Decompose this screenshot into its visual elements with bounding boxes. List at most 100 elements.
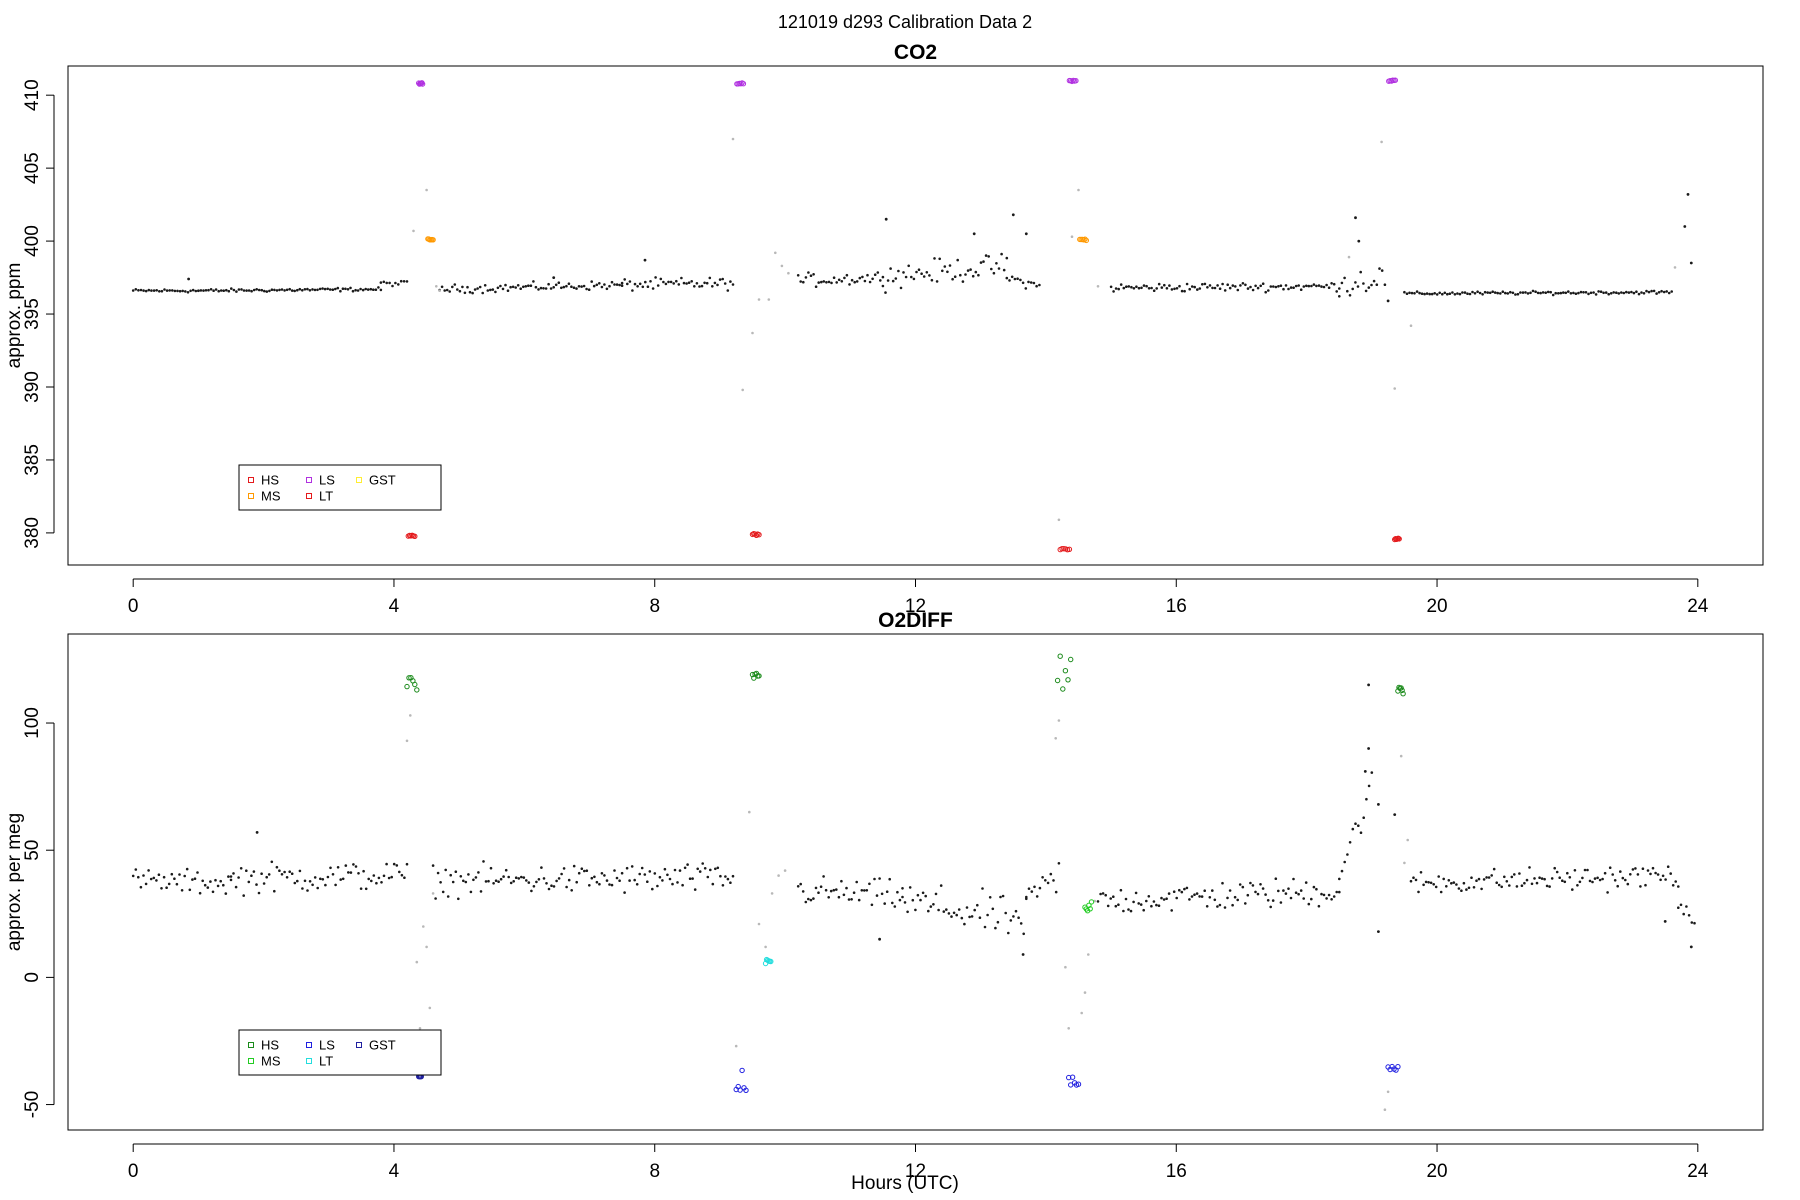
co2-data-point [1655,292,1658,295]
o2diff-data-point [613,869,616,872]
o2diff-data-point [321,878,325,881]
co2-data-point [1170,288,1174,291]
o2diff-data-point [618,879,621,882]
o2diff-data-point [562,867,566,870]
co2-data-point [351,289,355,293]
o2diff-legend-label-lt: LT [319,1054,333,1069]
o2diff-data-point [1591,880,1594,884]
o2diff-data-point [1576,884,1579,887]
co2-data-point [1546,290,1550,294]
o2diff-data-point [267,873,271,876]
co2-data-point [600,285,604,289]
co2-data-point [214,288,218,291]
co2-transition-point [780,264,784,268]
o2diff-data-point [911,898,915,902]
co2-data-point [356,289,360,292]
co2-data-point [1035,284,1038,288]
co2-transition-point [731,137,735,141]
co2-transition-point [741,388,744,392]
o2diff-data-point [583,869,586,873]
co2-data-point [1602,291,1605,295]
o2diff-data-point [1520,884,1524,887]
o2diff-legend-marker-hs [248,1042,254,1048]
o2diff-outlier-point [1367,683,1370,687]
o2diff-calibration-hs-point [1062,668,1069,674]
co2-data-point [659,277,663,281]
co2-data-point [1526,292,1530,295]
co2-data-point [346,288,350,291]
co2-data-point [1019,278,1022,282]
o2diff-data-point [1134,891,1138,895]
co2-data-point [1403,290,1406,294]
co2-data-point [471,291,474,295]
co2-data-point [628,280,632,283]
o2diff-data-point [891,901,894,905]
co2-data-point [610,280,614,284]
o2diff-data-point [532,885,536,888]
o2diff-data-point [390,875,394,879]
o2diff-legend-label-ms: MS [261,1054,281,1069]
o2diff-transition-point [1080,1011,1083,1015]
co2-data-point [1112,290,1115,293]
co2-x-tick-label: 4 [389,596,400,617]
o2diff-data-point [671,882,674,886]
o2diff-data-point [837,895,841,899]
co2-data-point [598,282,601,285]
co2-data-point [382,280,386,284]
o2diff-data-point [1422,883,1425,887]
co2-data-point [486,289,490,292]
co2-data-point [537,288,540,291]
co2-data-point [1562,291,1565,294]
co2-data-point [544,287,548,290]
o2diff-data-point [852,891,856,894]
o2diff-data-point [144,882,148,886]
o2diff-transition-point [757,922,761,926]
co2-data-point [966,269,970,272]
o2diff-x-tick-label: 20 [1426,1161,1447,1182]
co2-data-point [984,254,988,257]
co2-data-point [1627,291,1631,294]
o2diff-data-point [1558,876,1561,879]
co2-data-point [189,289,192,293]
o2diff-transition-point [1057,719,1061,722]
o2diff-data-point [1213,898,1217,902]
o2diff-data-point [326,875,330,879]
co2-data-point [685,282,688,285]
co2-data-point [1468,292,1472,296]
co2-data-point [155,289,158,292]
o2diff-data-point [1550,877,1554,880]
o2diff-data-point [479,890,483,893]
co2-data-point [191,288,195,292]
o2diff-data-point [686,863,689,866]
co2-data-point [1405,292,1409,296]
co2-data-point [1221,282,1224,286]
o2diff-data-point [1432,883,1435,886]
co2-data-point [863,279,867,283]
co2-data-point [656,284,660,287]
o2diff-data-point [469,890,473,894]
co2-data-point [1127,285,1131,288]
co2-data-point [1284,284,1288,287]
co2-data-point [1367,286,1371,289]
co2-data-point [391,284,394,288]
o2diff-data-point [822,875,825,878]
co2-data-point [802,280,805,284]
co2-data-point [252,288,256,292]
co2-data-point [1519,291,1522,294]
co2-data-point [1180,289,1184,293]
o2diff-data-point [387,876,391,880]
o2diff-data-point [1581,876,1584,880]
co2-data-point [1325,283,1328,287]
co2-data-point [567,282,571,286]
co2-data-point [1150,286,1153,290]
o2diff-transition-point [405,739,409,743]
o2diff-data-point [1631,868,1635,871]
co2-data-point [1483,290,1487,294]
o2diff-data-point [883,902,886,905]
o2diff-data-point [965,906,969,909]
o2diff-data-point [1412,876,1415,879]
co2-data-point [873,273,877,277]
co2-data-point [565,284,568,288]
o2diff-data-point [1307,902,1311,906]
